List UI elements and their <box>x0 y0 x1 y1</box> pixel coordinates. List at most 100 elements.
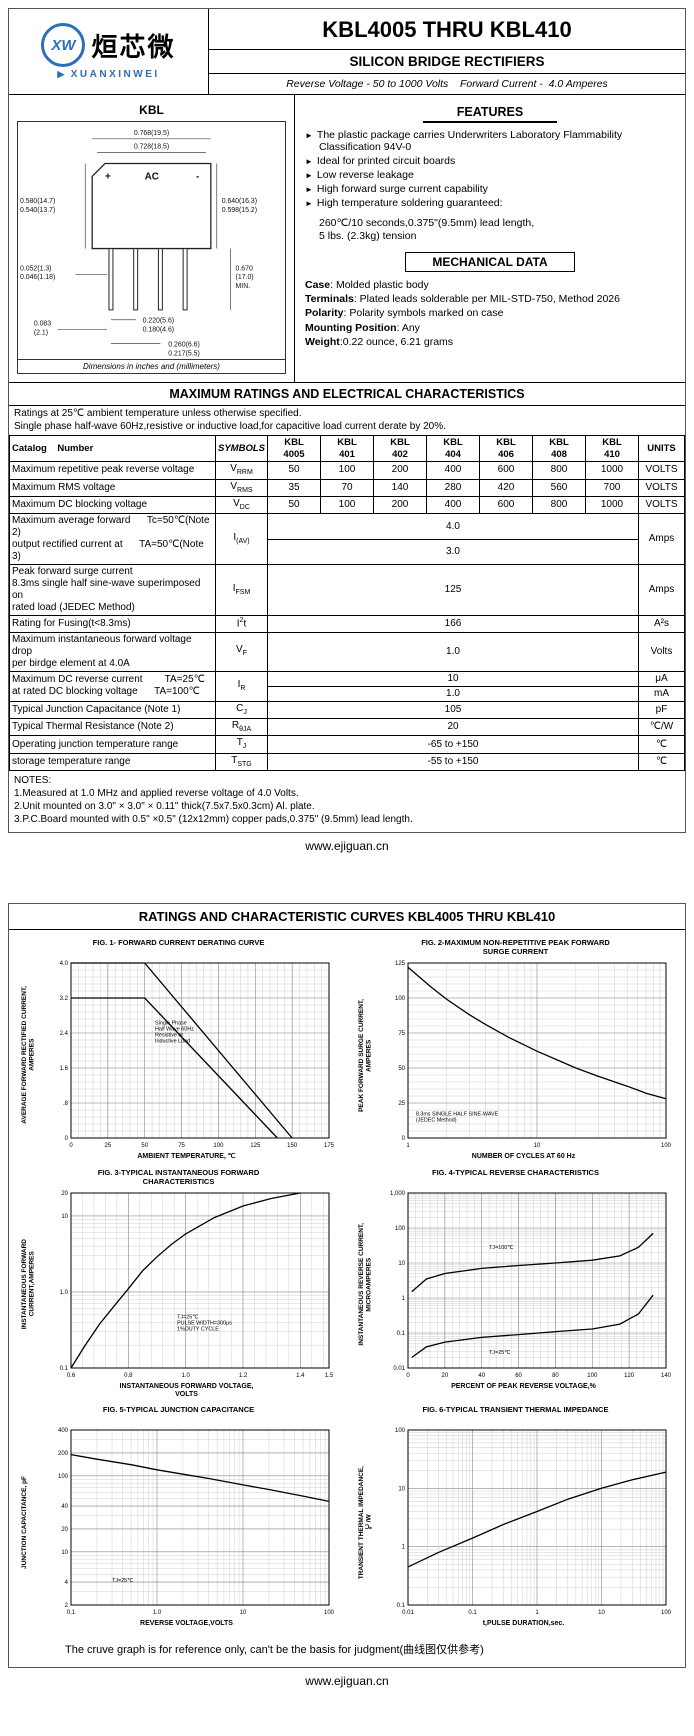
x-tick-label: 1.5 <box>324 1373 333 1379</box>
row-value: 400 <box>426 461 480 480</box>
x-tick-label: 150 <box>287 1143 298 1149</box>
row-value: 1.0 <box>267 685 639 702</box>
y-tick-label: 1 <box>401 1545 405 1551</box>
y-tick-label: 0.1 <box>396 1331 405 1337</box>
y-tick-label: 200 <box>57 1451 68 1457</box>
logo: XW 烜芯微 ▶ XUANXINWEI <box>9 9 209 94</box>
x-tick-label: 100 <box>323 1610 334 1616</box>
row-value: 140 <box>373 478 427 497</box>
x-tick-label: 25 <box>104 1143 111 1149</box>
website-url: www.ejiguan.cn <box>305 1673 389 1688</box>
figure-title: FIG. 5-TYPICAL JUNCTION CAPACITANCE <box>102 1405 255 1415</box>
y-tick-label: 0 <box>401 1136 405 1142</box>
figure-plot: 0.1 1.0 10 100 2 4 10 20 40 100 200 400 TJ=25℃ <box>57 1428 334 1616</box>
row-value: 4.0 <box>267 513 639 540</box>
row-value: 280 <box>426 478 480 497</box>
x-tick-label: 10 <box>239 1610 246 1616</box>
figure-ylabel: AVERAGE FORWARD RECTIFIED CURRENT, AMPER… <box>20 986 35 1125</box>
header-units: UNITS <box>638 435 685 463</box>
package-outline-section: KBL 0.768(19.5) 0.728(18.5) + AC - 0.580… <box>9 95 295 383</box>
y-tick-label: 100 <box>394 1226 405 1232</box>
figure-ylabel: TRANSIENT THERMAL IMPEDANCE, ℃/W <box>357 1465 372 1579</box>
x-tick-label: 140 <box>660 1373 671 1379</box>
row-label: Maximum repetitive peak reverse voltage <box>9 461 216 480</box>
table-row: Peak forward surge current 8.3ms single h… <box>9 564 685 617</box>
features-title: FEATURES <box>422 105 558 123</box>
row-label: Maximum average forward Tc=50℃(Note 2) ou… <box>9 513 216 566</box>
logo-badge-text: XW <box>51 36 76 54</box>
dim-label: 0.052(1.3) <box>20 265 51 272</box>
row-label: storage temperature range <box>9 752 216 772</box>
y-tick-label: 20 <box>61 1191 68 1197</box>
logo-cn-text: 烜芯微 <box>91 31 176 62</box>
table-row: Maximum repetitive peak reverse voltage V… <box>9 461 685 480</box>
y-tick-label: 100 <box>394 1428 405 1434</box>
row-unit: VOLTS <box>638 478 685 497</box>
row-value: 125 <box>267 564 639 617</box>
dim-label: 0.580(14.7) <box>20 198 55 205</box>
dim-label: 0.220(5.6) <box>143 318 174 325</box>
x-tick-label: 100 <box>587 1373 598 1379</box>
figure-ylabel: JUNCTION CAPACITANCE, pF <box>20 1475 28 1569</box>
dim-label: 0.083 <box>34 321 51 328</box>
table-row: Operating junction temperature range TJ -6… <box>9 735 685 754</box>
polarity-minus: - <box>196 171 199 182</box>
features-list: ► The plastic package carries Underwriter… <box>305 129 675 209</box>
dim-label: 0.260(6.6) <box>168 341 199 348</box>
x-tick-label: 20 <box>441 1373 448 1379</box>
header-catalog: Catalog Number <box>9 435 216 463</box>
row-value: 200 <box>373 461 427 480</box>
row-symbol: VRMS <box>215 478 268 497</box>
dim-label: 0.670 <box>236 265 253 272</box>
series-line <box>407 1471 666 1568</box>
row-label: Maximum instantaneous forward voltage dr… <box>9 631 216 672</box>
bullet-icon: ► <box>305 171 313 180</box>
row-value: 166 <box>267 615 639 633</box>
row-value: -65 to +150 <box>267 735 639 754</box>
figure-plot: 1 10 100 0 25 50 75 100 125 8.3ms SINGLE HALF SIN… <box>394 961 671 1149</box>
logo-arrow-icon: ▶ <box>57 69 67 79</box>
feature-item: ► The plastic package carries Underwriter… <box>305 129 623 153</box>
x-tick-label: 1.0 <box>152 1610 161 1616</box>
row-value: 400 <box>426 495 480 515</box>
header-part-number: KBL 410 <box>585 435 639 463</box>
chart-annotation: TJ=100℃ <box>489 1245 513 1251</box>
y-tick-label: 4.0 <box>59 961 68 967</box>
figure-title: FIG. 3-TYPICAL INSTANTANEOUS FORWARD CHA… <box>97 1167 260 1186</box>
dim-label: 0.540(13.7) <box>20 207 55 214</box>
figure-xlabel: INSTANTANEOUS FORWARD VOLTAGE, VOLTS <box>119 1382 254 1398</box>
bullet-icon: ► <box>305 157 313 166</box>
dim-label: (17.0) <box>236 274 254 281</box>
page-tagline: Reverse Voltage - 50 to 1000 Volts Forwa… <box>286 78 608 90</box>
table-row: Maximum RMS voltage VRMS 35 70 140 280 420 560 7… <box>9 478 685 497</box>
x-tick-label: 0.1 <box>66 1610 75 1616</box>
row-label: Rating for Fusing(t<8.3ms) <box>9 615 216 633</box>
row-unit: ℃/W <box>638 717 685 737</box>
figure-1: FIG. 1- FORWARD CURRENT DERATING CURVE A… <box>11 938 346 1161</box>
figure-title: FIG. 4-TYPICAL REVERSE CHARACTERISTICS <box>432 1167 599 1177</box>
plot-border <box>70 1192 329 1369</box>
plot-border <box>407 1192 666 1369</box>
y-tick-label: .8 <box>62 1101 68 1107</box>
mechanical-row: Terminals: Plated leads solderable per M… <box>305 293 620 306</box>
y-tick-label: 25 <box>398 1101 405 1107</box>
row-unit: ℃ <box>638 752 685 772</box>
x-tick-label: 1.0 <box>181 1373 190 1379</box>
row-symbol: I2t <box>215 615 268 633</box>
row-symbol: IFSM <box>215 564 268 617</box>
row-value: 420 <box>479 478 533 497</box>
figure-xlabel: AMBIENT TEMPERATURE, ℃ <box>137 1153 236 1161</box>
row-value: 100 <box>320 495 374 515</box>
x-tick-label: 1.2 <box>238 1373 247 1379</box>
row-symbol: IR <box>215 670 268 702</box>
row-unit: μA <box>638 670 685 687</box>
series-line <box>70 962 293 1139</box>
y-tick-label: 10 <box>61 1550 68 1556</box>
curves-title: RATINGS AND CHARACTERISTIC CURVES KBL400… <box>9 904 685 931</box>
figure-ylabel: INSTANTANEOUS FORWARD CURRENT,AMPERES <box>20 1239 35 1330</box>
row-unit: ℃ <box>638 735 685 754</box>
row-symbol: VDC <box>215 495 268 515</box>
bullet-icon: ► <box>305 131 313 140</box>
row-value: 560 <box>532 478 586 497</box>
figure-6: FIG. 6-TYPICAL TRANSIENT THERMAL IMPEDAN… <box>348 1405 683 1628</box>
